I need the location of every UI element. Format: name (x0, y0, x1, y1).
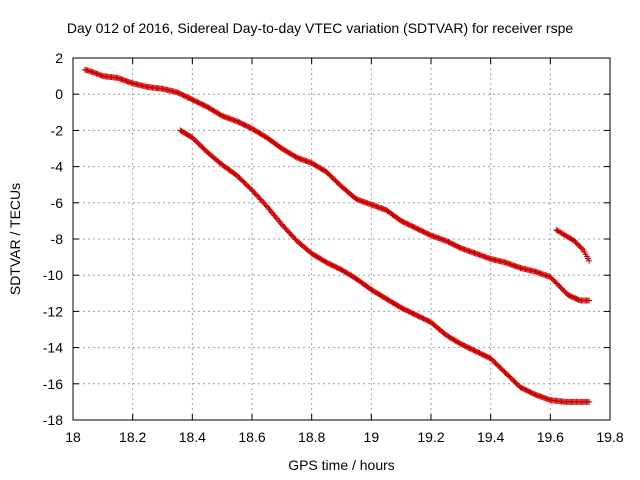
data-point (555, 281, 562, 288)
data-point (576, 242, 583, 249)
data-point (94, 71, 101, 78)
data-point (573, 240, 580, 247)
y-tick-label: -2 (51, 122, 64, 138)
x-tick-label: 19.8 (596, 429, 623, 445)
y-axis-label: SDTVAR / TECUs (7, 182, 23, 296)
y-tick-label: 0 (55, 86, 63, 102)
data-point (561, 288, 568, 295)
data-point (553, 280, 560, 287)
x-axis-label: GPS time / hours (288, 457, 395, 473)
x-tick-label: 19.6 (537, 429, 564, 445)
data-point (552, 279, 559, 286)
x-tick-label: 18.2 (119, 429, 146, 445)
y-tick-label: -18 (43, 412, 63, 428)
y-tick-label: -8 (51, 231, 64, 247)
series-arc-2 (177, 127, 593, 405)
grid-lines (73, 58, 610, 420)
data-point (562, 289, 569, 296)
x-tick-label: 18.8 (298, 429, 325, 445)
data-point (575, 241, 582, 248)
data-point (586, 297, 593, 304)
y-tick-label: 2 (55, 50, 63, 66)
x-tick-label: 19 (364, 429, 380, 445)
series-arc-3 (553, 226, 593, 264)
data-point (547, 274, 554, 281)
data-point (557, 284, 564, 291)
y-axis-label-wrap: SDTVAR / TECUs (0, 58, 30, 420)
data-point (586, 398, 593, 405)
y-tick-label: -4 (51, 159, 64, 175)
y-tick-label: -14 (43, 340, 63, 356)
data-point (578, 245, 585, 252)
x-tick-label: 18.6 (238, 429, 265, 445)
data-point (558, 285, 565, 292)
data-point (572, 239, 579, 246)
data-point (98, 72, 105, 79)
data-point (95, 71, 102, 78)
axis-ticks: 18 18.2 18.4 18.6 18.8 19 19.2 19.4 19.6 19.8 2 0 -2… (43, 50, 624, 445)
data-point (577, 244, 584, 251)
data-point (97, 72, 104, 79)
y-tick-label: -16 (43, 376, 63, 392)
data-points (81, 66, 593, 405)
series-arc-1 (81, 66, 593, 304)
data-point (560, 286, 567, 293)
y-tick-label: -6 (51, 195, 64, 211)
data-point (556, 283, 563, 290)
x-tick-label: 18 (65, 429, 81, 445)
data-point (571, 237, 578, 244)
data-point (548, 275, 555, 282)
x-tick-label: 18.4 (179, 429, 206, 445)
y-tick-label: -12 (43, 303, 63, 319)
chart-title: Day 012 of 2016, Sidereal Day-to-day VTE… (66, 20, 574, 36)
data-point (551, 277, 558, 284)
x-tick-label: 19.2 (417, 429, 444, 445)
data-point (586, 257, 593, 264)
data-point (93, 70, 100, 77)
data-point (90, 69, 97, 76)
data-point (549, 276, 556, 283)
y-tick-label: -10 (43, 267, 63, 283)
data-point (92, 69, 99, 76)
x-tick-label: 19.4 (477, 429, 504, 445)
